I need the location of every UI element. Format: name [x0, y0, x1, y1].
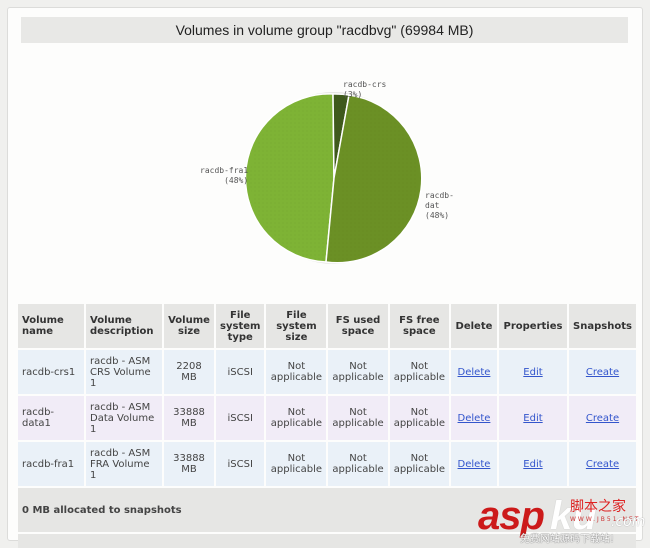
table-header-row: Volume name Volume description Volume si… [18, 304, 636, 348]
volume-pie-chart: racdb-crs (3%) racdb-dat (48%) racdb-fra… [188, 66, 468, 266]
cell-volume-size: 33888 MB [164, 442, 215, 486]
cell-properties: Edit [498, 442, 567, 486]
col-properties: Properties [498, 304, 567, 348]
cell-volume-name: racdb-data1 [18, 396, 84, 440]
cell-fs-type: iSCSI [216, 350, 265, 394]
cell-snapshots: Create [568, 350, 636, 394]
cell-fs-used: Not applicable [328, 442, 388, 486]
cell-snapshots: Create [568, 396, 636, 440]
cell-volume-name: racdb-fra1 [18, 442, 84, 486]
col-fs-free: FS free space [389, 304, 449, 348]
pie-label-name: racdb-dat [425, 191, 454, 210]
table-row: racdb-fra1 racdb - ASM FRA Volume 1 3388… [18, 442, 636, 486]
watermark-com: .com [611, 514, 646, 530]
cell-volume-description: racdb - ASM CRS Volume 1 [86, 350, 163, 394]
create-snapshot-link[interactable]: Create [585, 458, 620, 470]
cell-fs-type: iSCSI [216, 396, 265, 440]
pie-label-percent: (48%) [425, 211, 450, 220]
cell-volume-description: racdb - ASM Data Volume 1 [86, 396, 163, 440]
cell-fs-size: Not applicable [266, 350, 327, 394]
pie-label-percent: (3%) [343, 90, 363, 99]
col-volume-size: Volume size [164, 304, 215, 348]
cell-fs-type: iSCSI [216, 442, 265, 486]
pie-label-name: racdb-crs [343, 80, 387, 89]
watermark-asp: asp [478, 494, 545, 538]
cell-fs-free: Not applicable [389, 442, 449, 486]
cell-snapshots: Create [568, 442, 636, 486]
pie-chart-svg [244, 92, 423, 264]
pie-label-racdb-dat: racdb-dat (48%) [425, 191, 468, 221]
col-volume-description: Volume description [86, 304, 163, 348]
cell-delete: Delete [450, 396, 497, 440]
cell-fs-free: Not applicable [389, 350, 449, 394]
snapshots-allocated-summary: 0 MB allocated to snapshots [18, 488, 636, 532]
page-title: Volumes in volume group "racdbvg" (69984… [21, 17, 628, 43]
watermark-cn: 脚本之家 [570, 499, 626, 515]
summary-row-snapshots: 0 MB allocated to snapshots [18, 488, 636, 532]
cell-fs-used: Not applicable [328, 350, 388, 394]
volumes-table: Volume name Volume description Volume si… [16, 302, 638, 548]
pie-label-racdb-crs: racdb-crs (3%) [343, 80, 386, 100]
col-volume-name: Volume name [18, 304, 84, 348]
col-fs-type: File system type [216, 304, 265, 348]
cell-properties: Edit [498, 350, 567, 394]
free-space-summary: 0 MB of free space left [18, 534, 636, 548]
cell-fs-size: Not applicable [266, 396, 327, 440]
watermark-tagline: 免费网站源码下载站! [520, 534, 615, 545]
watermark-net: WWW.JB51.NET [570, 516, 641, 523]
pie-label-racdb-fra1: racdb-fra1 (48%) [200, 166, 248, 186]
cell-fs-free: Not applicable [389, 396, 449, 440]
edit-link[interactable]: Edit [523, 458, 543, 470]
cell-delete: Delete [450, 442, 497, 486]
delete-link[interactable]: Delete [457, 412, 491, 424]
cell-volume-description: racdb - ASM FRA Volume 1 [86, 442, 163, 486]
cell-volume-size: 33888 MB [164, 396, 215, 440]
edit-link[interactable]: Edit [523, 412, 543, 424]
col-delete: Delete [450, 304, 497, 348]
col-snapshots: Snapshots [568, 304, 636, 348]
watermark-ku: ku [550, 494, 597, 538]
cell-fs-size: Not applicable [266, 442, 327, 486]
cell-delete: Delete [450, 350, 497, 394]
cell-properties: Edit [498, 396, 567, 440]
create-snapshot-link[interactable]: Create [585, 366, 620, 378]
delete-link[interactable]: Delete [457, 458, 491, 470]
col-fs-used: FS used space [328, 304, 388, 348]
volume-group-panel: Volumes in volume group "racdbvg" (69984… [7, 7, 643, 548]
cell-volume-name: racdb-crs1 [18, 350, 84, 394]
watermark-logo: asp ku 脚本之家 WWW.JB51.NET .com 免费网站源码下载站! [478, 494, 648, 546]
cell-fs-used: Not applicable [328, 396, 388, 440]
summary-row-free-space: 0 MB of free space left [18, 534, 636, 548]
pie-label-name: racdb-fra1 [200, 166, 249, 175]
delete-link[interactable]: Delete [457, 366, 491, 378]
edit-link[interactable]: Edit [523, 366, 543, 378]
table-row: racdb-data1 racdb - ASM Data Volume 1 33… [18, 396, 636, 440]
col-fs-size: File system size [266, 304, 327, 348]
table-row: racdb-crs1 racdb - ASM CRS Volume 1 2208… [18, 350, 636, 394]
create-snapshot-link[interactable]: Create [585, 412, 620, 424]
cell-volume-size: 2208 MB [164, 350, 215, 394]
pie-label-percent: (48%) [224, 176, 249, 185]
